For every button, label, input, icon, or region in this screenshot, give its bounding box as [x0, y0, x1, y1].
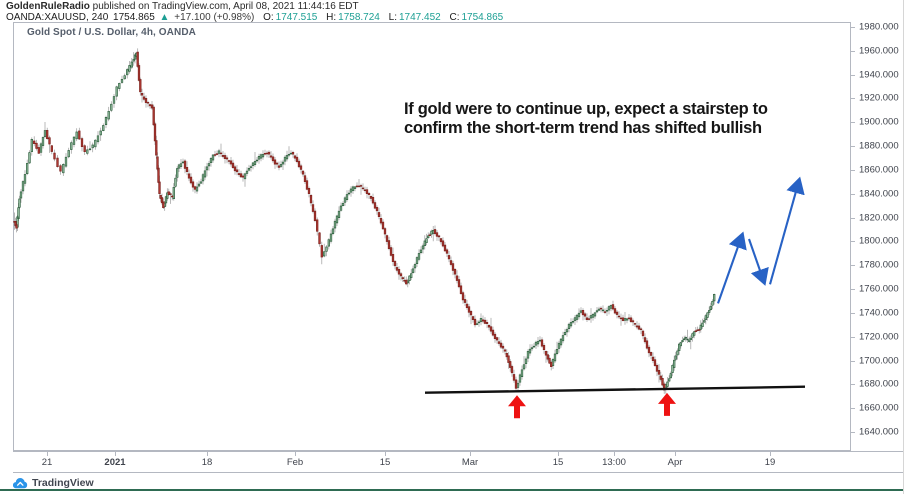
- price-axis-label: 1780.000: [859, 259, 899, 271]
- price-change: +17.100 (+0.98%): [174, 12, 255, 23]
- price-axis-tick: [851, 289, 855, 291]
- blue-projection-arrow[interactable]: [768, 176, 805, 285]
- annotation-line-2: confirm the short-term trend has shifted…: [404, 118, 762, 137]
- blue-projection-arrow[interactable]: [717, 231, 747, 304]
- time-axis-tick: [385, 452, 386, 456]
- time-axis-tick: [115, 452, 116, 456]
- price-axis-label: 1860.000: [859, 164, 899, 176]
- red-up-arrow[interactable]: [508, 395, 526, 419]
- open-value: 1747.515: [275, 12, 318, 23]
- price-axis-tick: [851, 384, 855, 386]
- price-axis-label: 1680.000: [859, 378, 899, 390]
- time-axis-label: 15: [552, 457, 564, 468]
- price-axis-tick: [851, 50, 855, 52]
- time-axis-label: 13:00: [602, 457, 626, 468]
- up-triangle-icon: ▲: [159, 12, 170, 23]
- price-axis[interactable]: 1980.000 1960.000 1940.000 1920.000 1900.000…: [850, 22, 902, 473]
- price-axis-tick: [851, 146, 855, 148]
- symbol-status-line: OANDA:XAUUSD, 240 1754.865 ▲ +17.100 (+0…: [6, 12, 505, 23]
- candles-layer: [13, 48, 716, 394]
- low-label: L:: [388, 12, 397, 23]
- time-axis-tick: [470, 452, 471, 456]
- price-axis-tick: [851, 241, 855, 243]
- time-axis-label: 19: [764, 457, 776, 468]
- tradingview-cloud-icon: [13, 477, 28, 488]
- bottom-accent-bar: [0, 489, 903, 491]
- price-axis-tick: [851, 122, 855, 124]
- low-value: 1747.452: [398, 12, 441, 23]
- time-axis-tick: [207, 452, 208, 456]
- published-text: published on TradingView.com, April 08, …: [89, 1, 359, 12]
- price-axis-tick: [851, 336, 855, 338]
- price-axis-label: 1640.000: [859, 426, 899, 438]
- chart-annotation-text: If gold were to continue up, expect a st…: [404, 100, 768, 137]
- time-axis-label: 15: [379, 457, 391, 468]
- publisher-name: GoldenRuleRadio: [6, 1, 90, 12]
- price-axis-tick: [851, 98, 855, 100]
- time-axis-label: 21: [41, 457, 53, 468]
- red-up-arrow[interactable]: [658, 392, 676, 416]
- chart-legend: Gold Spot / U.S. Dollar, 4h, OANDA: [27, 27, 196, 38]
- price-axis-label: 1840.000: [859, 188, 899, 200]
- price-axis-label: 1740.000: [859, 307, 899, 319]
- price-axis-label: 1800.000: [859, 235, 899, 247]
- drawings-layer: [424, 176, 806, 419]
- blue-projection-arrow[interactable]: [748, 238, 769, 286]
- price-axis-tick: [851, 169, 855, 171]
- time-axis-label: Apr: [667, 457, 683, 468]
- time-axis-tick: [558, 452, 559, 456]
- time-axis-tick: [770, 452, 771, 456]
- price-axis-tick: [851, 432, 855, 433]
- price-axis-label: 1900.000: [859, 116, 899, 128]
- published-info: GoldenRuleRadio published on TradingView…: [6, 1, 359, 12]
- symbol-ticker: OANDA:XAUUSD, 240: [6, 12, 109, 23]
- time-axis-tick: [295, 452, 296, 456]
- price-axis-label: 1720.000: [859, 331, 899, 343]
- time-axis-tick: [675, 452, 676, 456]
- price-axis-tick: [851, 193, 855, 195]
- price-axis-label: 1760.000: [859, 283, 899, 295]
- time-axis-tick: [614, 452, 615, 456]
- last-price: 1754.865: [113, 12, 155, 23]
- down-candles: [13, 51, 701, 391]
- price-axis-label: 1660.000: [859, 402, 899, 414]
- price-axis-tick: [851, 360, 855, 362]
- price-axis-tick: [851, 27, 855, 28]
- price-axis-label: 1980.000: [859, 21, 899, 33]
- price-axis-label: 1700.000: [859, 355, 899, 367]
- time-axis[interactable]: 21 2021 18 Feb 15 Mar 15 13:00 Apr 19: [13, 451, 903, 473]
- price-axis-tick: [851, 217, 855, 219]
- close-label: C:: [449, 12, 460, 23]
- tradingview-logo-link[interactable]: TradingView: [13, 476, 94, 490]
- close-value: 1754.865: [461, 12, 504, 23]
- time-axis-label: 2021: [104, 457, 126, 468]
- price-axis-tick: [851, 74, 855, 76]
- high-label: H:: [326, 12, 337, 23]
- open-label: O:: [263, 12, 274, 23]
- high-value: 1758.724: [338, 12, 380, 23]
- price-axis-label: 1960.000: [859, 45, 899, 57]
- price-axis-tick: [851, 408, 855, 410]
- time-axis-label: Feb: [286, 457, 304, 468]
- price-axis-label: 1940.000: [859, 69, 899, 81]
- support-trendline[interactable]: [424, 385, 806, 394]
- price-axis-label: 1820.000: [859, 212, 899, 224]
- time-axis-tick: [47, 452, 48, 456]
- time-axis-label: 18: [201, 457, 213, 468]
- price-axis-label: 1880.000: [859, 140, 899, 152]
- price-axis-tick: [851, 312, 855, 314]
- price-axis-label: 1920.000: [859, 92, 899, 104]
- annotation-line-1: If gold were to continue up, expect a st…: [404, 100, 768, 118]
- tradingview-brand-text: TradingView: [32, 477, 94, 489]
- price-axis-tick: [851, 265, 855, 267]
- time-axis-label: Mar: [461, 457, 479, 468]
